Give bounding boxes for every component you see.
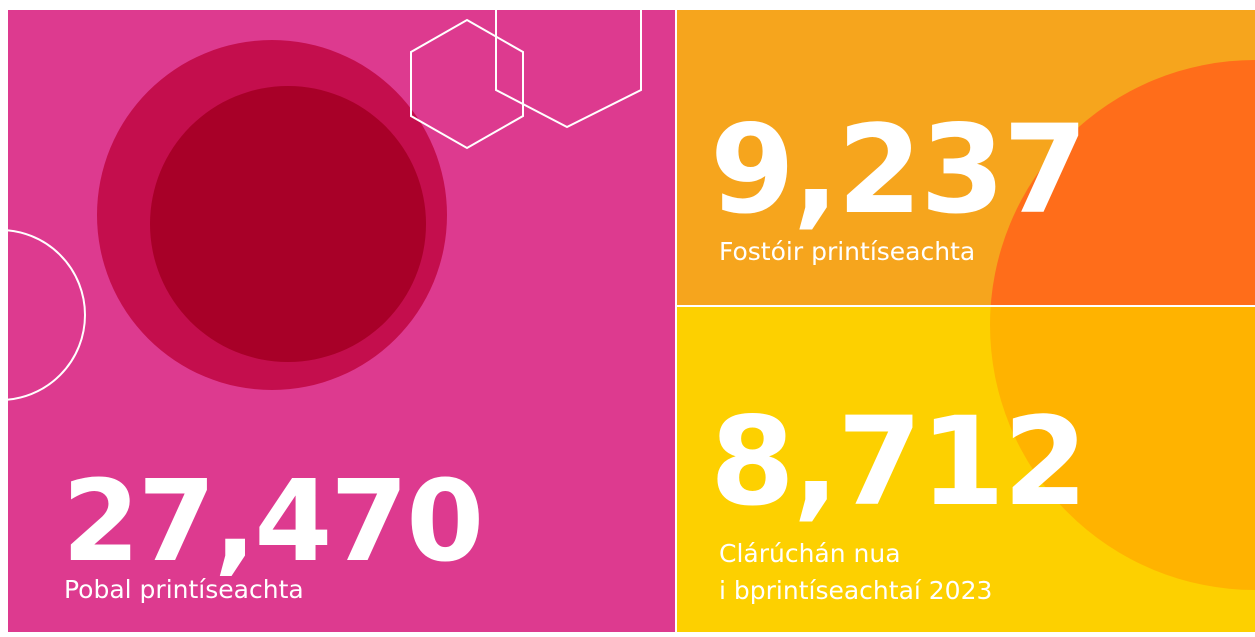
- stat-value: 9,237: [710, 99, 1086, 241]
- hexagon: [410, 18, 524, 150]
- stat-label: Clárúchán nua: [719, 539, 901, 568]
- inner-circle: [150, 86, 426, 362]
- pink-decor: [8, 10, 642, 401]
- stat-value: 27,470: [62, 457, 482, 587]
- stat-label: Fostóir printíseachta: [719, 237, 975, 266]
- stat-label: i bprintíseachtaí 2023: [719, 576, 992, 605]
- stat-value: 8,712: [710, 391, 1086, 533]
- stat-label: Pobal printíseachta: [64, 575, 304, 604]
- ring: [8, 229, 86, 401]
- orange-circle: [990, 60, 1255, 305]
- hexagon: [495, 10, 642, 129]
- amber-circle: [990, 307, 1255, 590]
